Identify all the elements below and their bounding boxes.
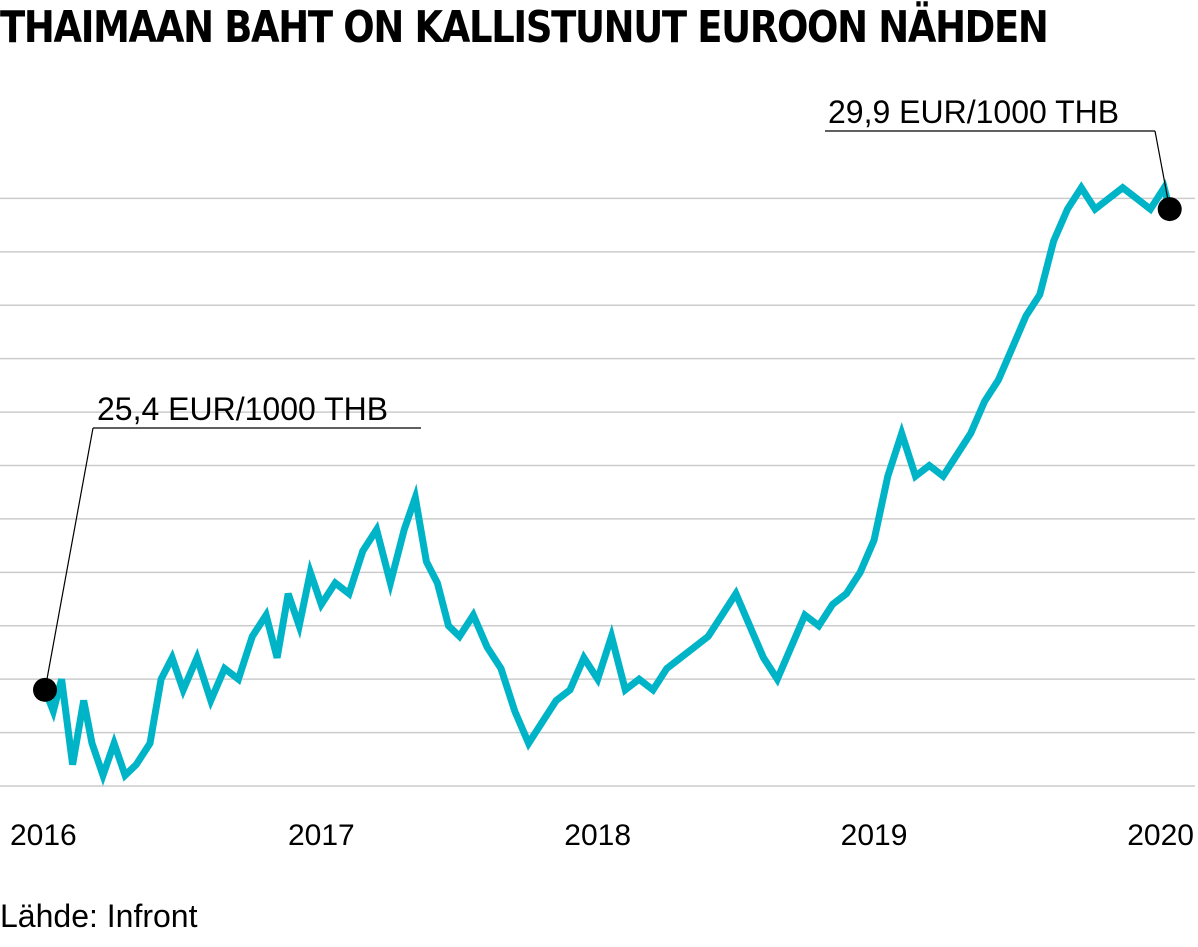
x-axis: 2016 2017 2018 2019 2020 xyxy=(10,819,1194,852)
series-line xyxy=(41,179,1174,787)
annotation-label: 25,4 EUR/1000 THB xyxy=(97,391,388,427)
x-tick-label: 2016 xyxy=(10,819,77,852)
x-tick-label: 2020 xyxy=(1127,819,1194,852)
x-tick-label: 2019 xyxy=(841,819,908,852)
gridlines xyxy=(0,197,1195,787)
x-tick-label: 2018 xyxy=(564,819,631,852)
series-line-layer xyxy=(41,179,1174,787)
annotation-layer: 25,4 EUR/1000 THB 29,9 EUR/1000 THB xyxy=(33,94,1182,702)
annotation-leader-line xyxy=(44,427,94,690)
chart-title: THAIMAAN BAHT ON KALLISTUNUT EUROON NÄHD… xyxy=(0,2,1049,53)
source-note: Lähde: Infront xyxy=(0,898,198,934)
annotation-marker xyxy=(33,677,57,702)
x-tick-label: 2017 xyxy=(288,819,355,852)
annotation-leader-line xyxy=(1154,130,1171,210)
annotation-label: 29,9 EUR/1000 THB xyxy=(828,94,1119,130)
annotation-marker xyxy=(1157,197,1182,222)
